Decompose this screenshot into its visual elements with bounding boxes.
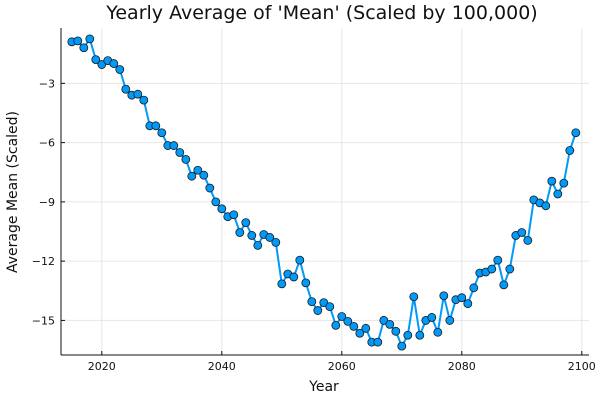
x-tick-label: 2040 <box>208 360 236 373</box>
data-point <box>253 240 263 250</box>
data-point <box>271 237 281 247</box>
data-point <box>241 218 251 228</box>
data-point <box>565 146 575 155</box>
data-point <box>433 327 443 337</box>
y-tick-label: −9 <box>39 196 55 209</box>
data-point <box>169 141 179 150</box>
x-tick-label: 2020 <box>88 360 116 373</box>
data-point <box>139 95 149 105</box>
series-markers <box>67 34 581 351</box>
data-point <box>499 280 509 290</box>
data-point <box>265 233 275 242</box>
data-point <box>307 297 317 307</box>
axes-frame <box>60 28 589 356</box>
data-point <box>247 231 257 240</box>
data-point <box>379 316 389 325</box>
data-point <box>505 264 515 274</box>
data-point <box>73 36 83 46</box>
data-point <box>199 170 209 180</box>
data-point <box>211 197 221 207</box>
y-tick-label: −12 <box>32 255 55 268</box>
data-point <box>121 84 131 94</box>
data-point <box>355 328 365 338</box>
data-point <box>463 299 473 309</box>
data-point <box>523 236 533 245</box>
data-point <box>343 317 353 326</box>
data-point <box>319 298 329 308</box>
x-tick-label: 2080 <box>448 360 476 373</box>
data-point <box>109 59 119 68</box>
data-point <box>439 291 449 301</box>
data-point <box>487 264 497 274</box>
data-point <box>85 34 95 44</box>
data-point <box>427 313 437 322</box>
x-tick-label: 2100 <box>568 360 596 373</box>
data-point <box>445 316 455 325</box>
data-point <box>187 171 197 181</box>
data-point <box>301 278 311 288</box>
data-point <box>457 293 467 303</box>
data-point <box>337 312 347 321</box>
data-point <box>571 128 581 138</box>
data-point <box>415 330 425 340</box>
data-point <box>541 201 551 211</box>
data-point <box>295 255 305 265</box>
data-point <box>409 292 419 302</box>
data-point <box>331 320 341 330</box>
data-point <box>553 189 563 199</box>
data-point <box>391 326 401 336</box>
x-axis-label: Year <box>308 379 339 395</box>
data-point <box>205 183 215 193</box>
data-point <box>403 330 413 340</box>
chart-title: Yearly Average of 'Mean' (Scaled by 100,… <box>105 2 537 24</box>
data-point <box>115 65 125 74</box>
data-point <box>91 55 101 65</box>
y-tick-label: −6 <box>39 137 55 150</box>
data-point <box>373 337 383 347</box>
data-point <box>157 128 167 138</box>
data-point <box>193 165 203 175</box>
grid-lines <box>61 28 589 355</box>
y-tick-label: −3 <box>39 77 55 90</box>
data-point <box>217 204 227 214</box>
data-point <box>361 323 371 333</box>
data-point <box>229 210 239 220</box>
data-point <box>175 148 185 157</box>
y-axis-ticks: −15 −12 −9 −6 −3 <box>32 77 65 327</box>
data-point <box>79 43 89 53</box>
data-point <box>313 306 323 315</box>
data-point <box>235 228 245 237</box>
data-point <box>493 255 503 265</box>
data-point <box>97 60 107 69</box>
x-axis-ticks: 2020 2040 2060 2080 2100 <box>88 351 596 373</box>
data-point <box>547 176 557 186</box>
data-point <box>151 121 161 131</box>
data-point <box>469 283 479 293</box>
data-point <box>325 302 335 311</box>
x-tick-label: 2060 <box>328 360 356 373</box>
data-point <box>349 321 359 331</box>
data-point <box>397 341 407 351</box>
y-tick-label: −15 <box>32 314 55 327</box>
data-point <box>385 319 395 329</box>
data-point <box>289 272 299 282</box>
data-point <box>181 154 191 164</box>
data-point <box>277 279 287 289</box>
y-axis-label: Average Mean (Scaled) <box>5 111 21 273</box>
data-point <box>133 89 143 99</box>
data-point <box>517 228 527 237</box>
data-point <box>559 178 569 188</box>
